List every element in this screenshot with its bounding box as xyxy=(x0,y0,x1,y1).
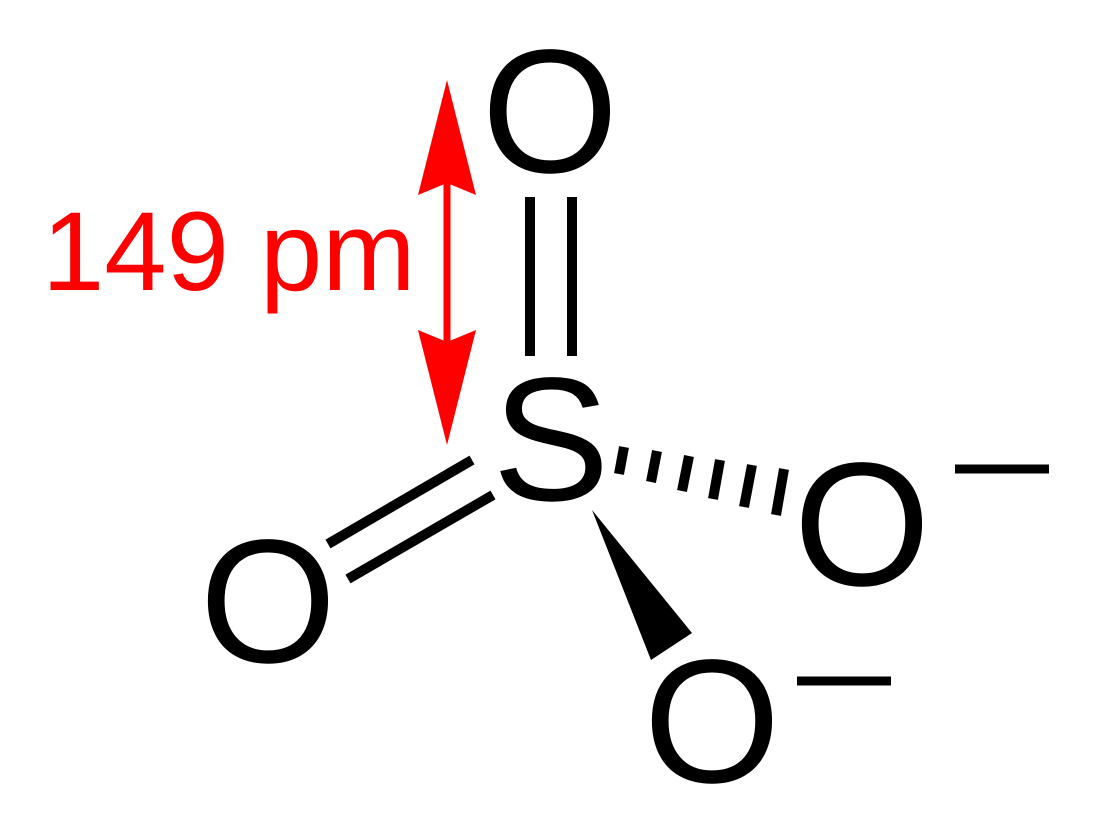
atom-oxygen-top: O xyxy=(482,14,619,210)
atom-oxygen-right: O xyxy=(794,427,931,623)
atom-oxygen-left: O xyxy=(200,504,337,700)
arrow-head-bottom xyxy=(418,330,476,445)
hashed-bond-right xyxy=(614,446,789,516)
arrow-head-top xyxy=(418,80,476,195)
double-bond-top xyxy=(525,197,577,356)
bond-length-arrow xyxy=(418,80,476,445)
bond-length-label: 149 pm xyxy=(42,189,416,314)
atom-sulfur: S xyxy=(492,342,609,538)
double-bond-left xyxy=(325,455,496,584)
atom-oxygen-bottom: O xyxy=(644,624,781,820)
wedge-bond-bottom xyxy=(592,510,692,660)
